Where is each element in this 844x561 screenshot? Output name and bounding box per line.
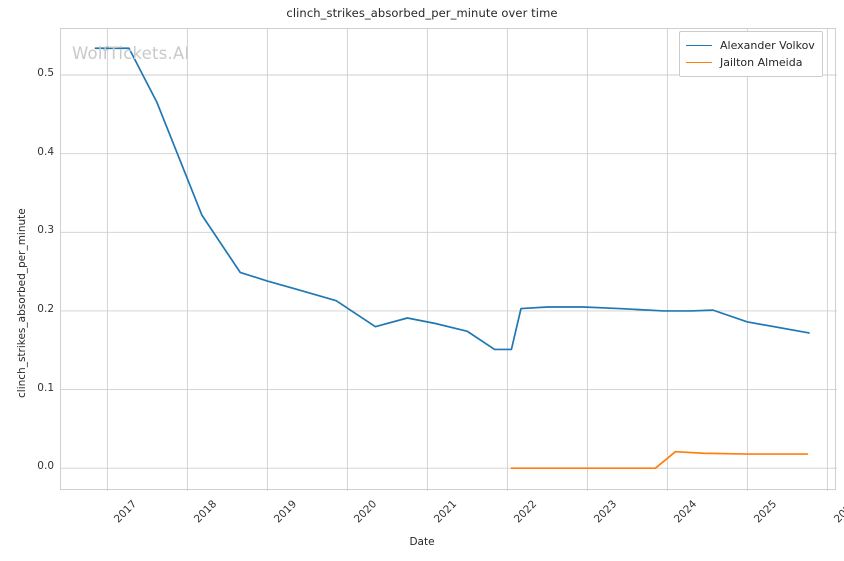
legend-entry[interactable]: Alexander Volkov — [686, 37, 815, 54]
x-tick-label: 2026 — [832, 498, 844, 526]
chart-title: clinch_strikes_absorbed_per_minute over … — [286, 6, 558, 20]
x-axis-title: Date — [409, 536, 435, 548]
y-tick-label: 0.5 — [37, 67, 54, 79]
y-tick-label: 0.4 — [37, 145, 54, 158]
legend-entry[interactable]: Jailton Almeida — [686, 54, 815, 71]
legend-color-swatch — [686, 62, 712, 63]
x-tick-label: 2017 — [112, 498, 140, 526]
x-tick-label: 2025 — [752, 498, 780, 526]
y-tick-label: 0.1 — [37, 381, 54, 394]
series-line — [510, 450, 809, 470]
plot-canvas — [61, 29, 837, 491]
chart-legend: Alexander Volkov Jailton Almeida — [679, 31, 823, 77]
plot-area — [60, 28, 837, 491]
x-tick-label: 2022 — [512, 498, 540, 526]
grid-lines — [61, 29, 837, 491]
x-tick-label: 2020 — [352, 498, 380, 526]
x-tick-label: 2023 — [592, 498, 620, 526]
x-tick-label: 2021 — [432, 498, 460, 526]
x-tick-label: 2024 — [672, 498, 700, 526]
data-series-lines — [94, 47, 810, 470]
x-tick-label: 2018 — [192, 498, 220, 526]
y-tick-label: 0.2 — [37, 302, 54, 315]
watermark: WolfTickets.AI — [72, 44, 190, 63]
x-tick-label: 2019 — [272, 498, 300, 526]
y-tick-label: 0.3 — [37, 224, 54, 237]
series-line — [94, 47, 810, 351]
legend-label: Jailton Almeida — [720, 56, 803, 69]
legend-color-swatch — [686, 45, 712, 46]
y-tick-label: 0.0 — [37, 460, 54, 473]
legend-label: Alexander Volkov — [720, 39, 815, 52]
